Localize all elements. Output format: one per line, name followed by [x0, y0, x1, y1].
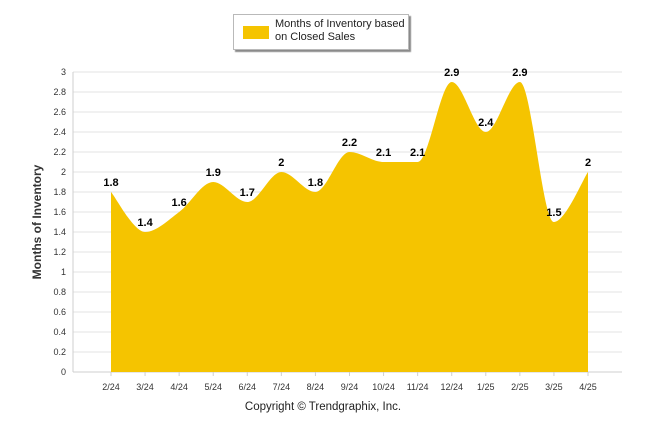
- copyright-text: Copyright © Trendgraphix, Inc.: [244, 401, 402, 413]
- x-axis-ticks: 2/24 3/24 4/24 5/24 6/24 7/24 8/24 9/24 10/24 11/…: [102, 372, 597, 392]
- y-tick-label: 1: [61, 267, 66, 277]
- data-label: 2.2: [342, 137, 357, 149]
- data-label: 1.4: [137, 217, 153, 229]
- x-tick-label: 7/24: [273, 382, 291, 392]
- legend: Months of Inventory based on Closed Sale…: [233, 14, 409, 50]
- data-label: 2.9: [444, 67, 459, 79]
- data-labels: 1.8 1.4 1.6 1.9 1.7 2 1.8 2.2 2.1 2.1 2.9 2.4 2.9 1.5…: [103, 67, 591, 229]
- data-label: 1.8: [103, 177, 118, 189]
- series-area: [111, 82, 588, 372]
- data-label: 2.1: [376, 147, 391, 159]
- y-tick-label: 1.4: [53, 227, 66, 237]
- series-area-shape: [111, 82, 588, 372]
- data-label: 2.9: [512, 67, 527, 79]
- x-tick-label: 11/24: [407, 382, 429, 392]
- x-tick-label: 4/24: [170, 382, 188, 392]
- y-tick-label: 2.6: [53, 107, 66, 117]
- x-tick-label: 2/24: [102, 382, 120, 392]
- x-tick-label: 9/24: [341, 382, 359, 392]
- x-tick-label: 4/25: [579, 382, 597, 392]
- y-tick-label: 0.6: [53, 307, 66, 317]
- y-tick-label: 0.2: [53, 347, 66, 357]
- y-tick-label: 2: [61, 167, 66, 177]
- data-label: 1.8: [308, 177, 323, 189]
- y-tick-label: 1.6: [53, 207, 66, 217]
- data-label: 1.9: [206, 167, 221, 179]
- data-label: 2.4: [478, 117, 494, 129]
- y-tick-label: 2.4: [53, 127, 66, 137]
- x-tick-label: 6/24: [239, 382, 257, 392]
- data-label: 2: [585, 157, 591, 169]
- y-tick-label: 0.8: [53, 287, 66, 297]
- legend-label: Months of Inventory based on Closed Sale…: [275, 18, 405, 43]
- x-tick-label: 3/25: [545, 382, 563, 392]
- x-tick-label: 3/24: [136, 382, 154, 392]
- y-tick-label: 0.4: [53, 327, 66, 337]
- y-tick-label: 1.2: [53, 247, 66, 257]
- data-label: 1.7: [240, 187, 255, 199]
- x-tick-label: 1/25: [477, 382, 495, 392]
- y-tick-label: 2.8: [53, 87, 66, 97]
- data-label: 1.5: [546, 207, 561, 219]
- x-tick-label: 10/24: [372, 382, 395, 392]
- y-axis-ticks: 0 0.2 0.4 0.6 0.8 1 1.2 1.4 1.6 1.8 2 2.2 2.4 2.6 2.8 3: [53, 67, 66, 377]
- x-tick-label: 12/24: [440, 382, 463, 392]
- legend-swatch: [243, 26, 269, 39]
- y-tick-label: 2.2: [53, 147, 66, 157]
- x-tick-label: 8/24: [307, 382, 325, 392]
- data-label: 2: [278, 157, 284, 169]
- x-tick-label: 5/24: [204, 382, 222, 392]
- y-tick-label: 0: [61, 367, 66, 377]
- data-label: 2.1: [410, 147, 425, 159]
- y-tick-label: 3: [61, 67, 66, 77]
- y-axis-label: Months of Inventory: [30, 164, 44, 279]
- x-tick-label: 2/25: [511, 382, 529, 392]
- y-tick-label: 1.8: [53, 187, 66, 197]
- data-label: 1.6: [171, 197, 186, 209]
